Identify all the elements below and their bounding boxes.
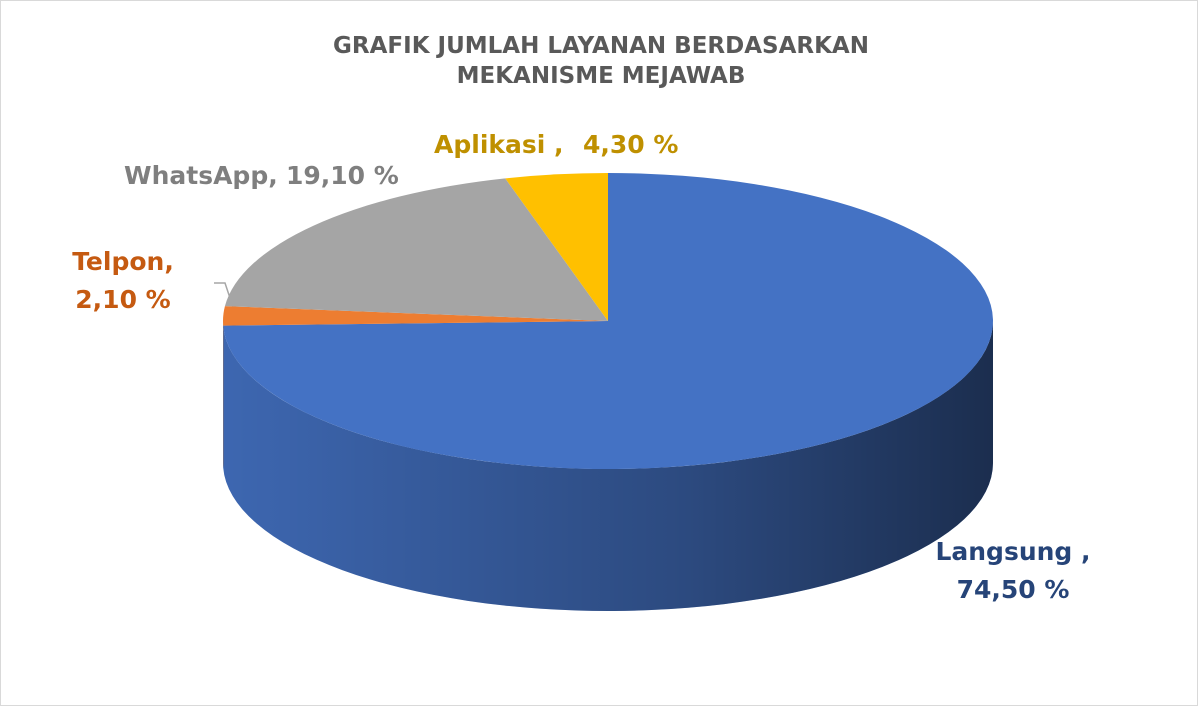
data-label-value: 2,10 % bbox=[75, 285, 170, 314]
data-label-name: Langsung , bbox=[935, 537, 1090, 566]
data-label-name: Telpon, bbox=[72, 247, 174, 276]
slice bbox=[224, 178, 609, 321]
side-shade bbox=[223, 321, 994, 612]
data-label-value: 74,50 % bbox=[957, 575, 1070, 604]
data-label-value: 19,10 % bbox=[286, 161, 399, 190]
data-label-value: 4,30 % bbox=[583, 130, 678, 159]
slice bbox=[223, 173, 994, 470]
slice bbox=[223, 306, 608, 326]
slice bbox=[505, 173, 608, 321]
chart-title: GRAFIK JUMLAH LAYANAN BERDASARKAN MEKANI… bbox=[333, 33, 869, 89]
data-label-name: Aplikasi , bbox=[434, 130, 564, 159]
data-label-name: WhatsApp, bbox=[124, 161, 278, 190]
